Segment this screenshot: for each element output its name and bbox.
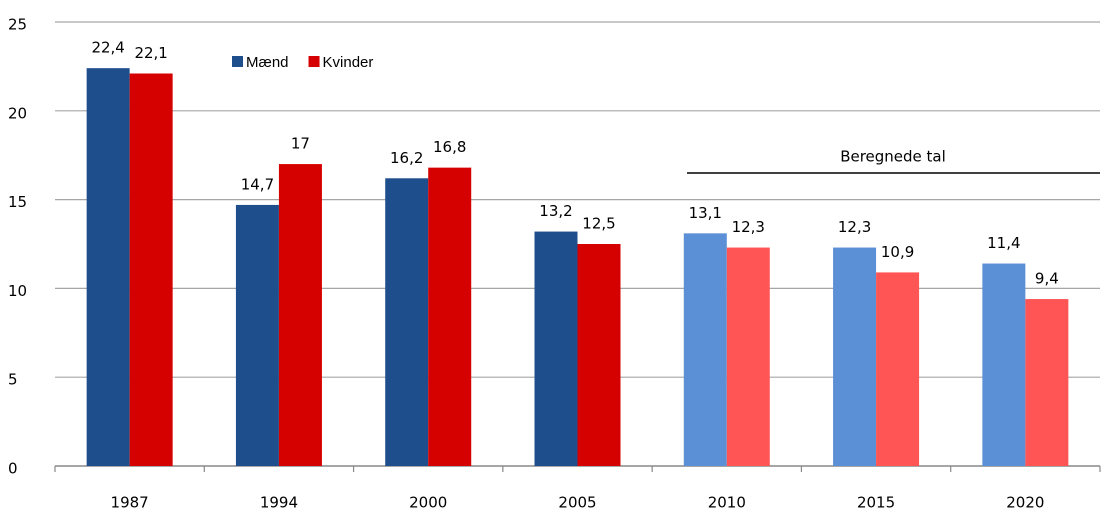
data-label: 17 — [291, 135, 310, 153]
data-label: 16,8 — [433, 138, 466, 156]
legend-label: Mænd — [246, 54, 289, 71]
legend-swatch — [232, 56, 243, 67]
y-tick-label: 15 — [8, 193, 27, 211]
bar — [982, 263, 1026, 466]
y-tick-label: 5 — [8, 371, 18, 389]
data-label: 13,2 — [539, 202, 572, 220]
x-tick-label: 2010 — [708, 494, 746, 512]
bar — [278, 164, 322, 466]
data-label: 16,2 — [390, 149, 423, 167]
data-label: 13,1 — [689, 204, 722, 222]
data-label: 10,9 — [881, 243, 914, 261]
bar — [129, 73, 173, 466]
bar — [235, 204, 279, 467]
bar — [683, 233, 727, 466]
x-tick-label: 2005 — [558, 494, 596, 512]
data-label: 11,4 — [987, 234, 1020, 252]
annotation: Beregnede tal — [840, 148, 946, 166]
bar — [876, 272, 920, 466]
bar — [726, 247, 770, 466]
x-tick-label: 2015 — [857, 494, 895, 512]
legend-label: Kvinder — [323, 54, 374, 71]
data-label: 12,5 — [582, 215, 615, 233]
data-label: 12,3 — [732, 218, 765, 236]
x-tick-label: 1987 — [111, 494, 149, 512]
bar — [833, 247, 877, 466]
data-label: 22,1 — [134, 44, 167, 62]
bar — [428, 167, 472, 466]
data-label: 14,7 — [241, 175, 274, 193]
bar — [86, 68, 130, 467]
data-label: 9,4 — [1035, 270, 1059, 288]
bar — [385, 178, 429, 466]
x-tick-label: 2000 — [409, 494, 447, 512]
bar — [577, 244, 621, 466]
legend-swatch — [308, 56, 320, 67]
y-tick-label: 0 — [8, 460, 18, 478]
y-tick-label: 10 — [8, 282, 27, 300]
y-tick-label: 20 — [8, 104, 27, 122]
bar — [1025, 299, 1069, 466]
x-tick-label: 1994 — [260, 494, 298, 512]
data-label: 22,4 — [91, 39, 124, 57]
y-tick-label: 25 — [8, 16, 27, 34]
data-label: 12,3 — [838, 218, 871, 236]
bar — [534, 231, 578, 466]
x-tick-label: 2020 — [1006, 494, 1044, 512]
